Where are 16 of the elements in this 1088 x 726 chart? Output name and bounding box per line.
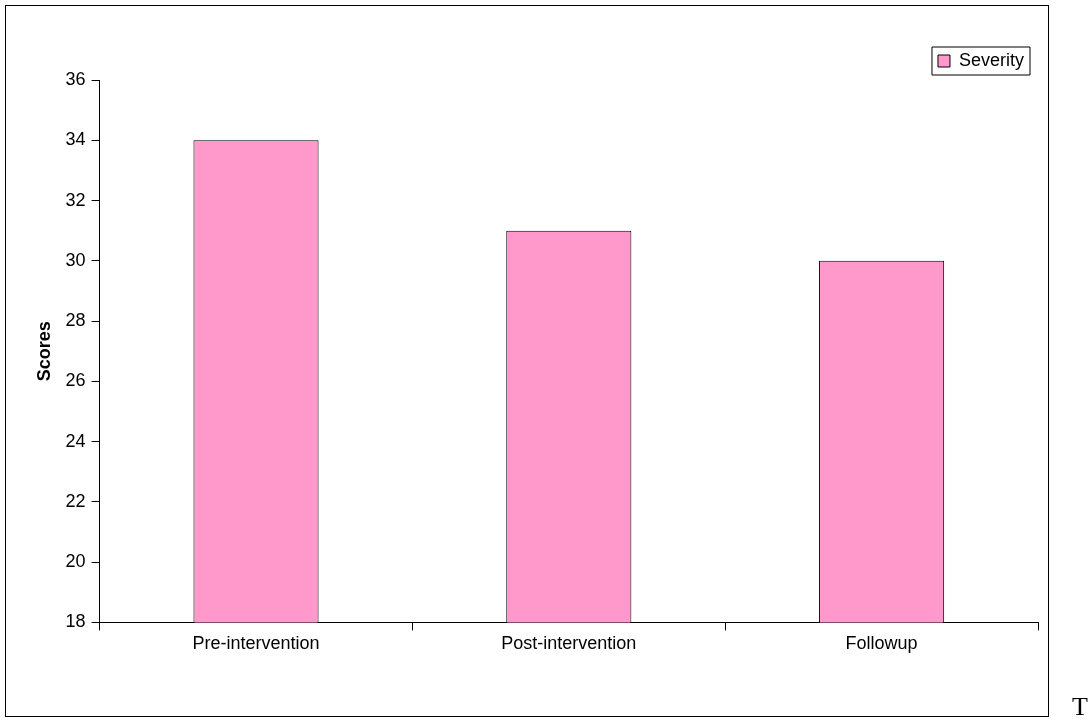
y-tick-label: 24 bbox=[65, 430, 86, 451]
y-axis-title: Scores bbox=[33, 321, 54, 382]
x-tick-label: Post-intervention bbox=[501, 633, 637, 654]
y-tick-label: 36 bbox=[65, 68, 86, 89]
legend-label: Severity bbox=[958, 49, 1025, 70]
y-tick-label: 26 bbox=[65, 370, 86, 391]
text: T bbox=[1072, 692, 1088, 722]
y-tick-label: 28 bbox=[65, 310, 86, 331]
y-tick-label: 30 bbox=[65, 249, 86, 270]
y-tick-label: 22 bbox=[65, 490, 86, 511]
x-tick-label: Pre-intervention bbox=[192, 633, 320, 654]
y-tick-label: 34 bbox=[65, 129, 86, 150]
y-tick-label: 32 bbox=[65, 189, 86, 210]
y-tick-label: 18 bbox=[65, 611, 86, 632]
x-tick-label: Followup bbox=[845, 633, 918, 654]
y-tick-label: 20 bbox=[65, 551, 86, 572]
